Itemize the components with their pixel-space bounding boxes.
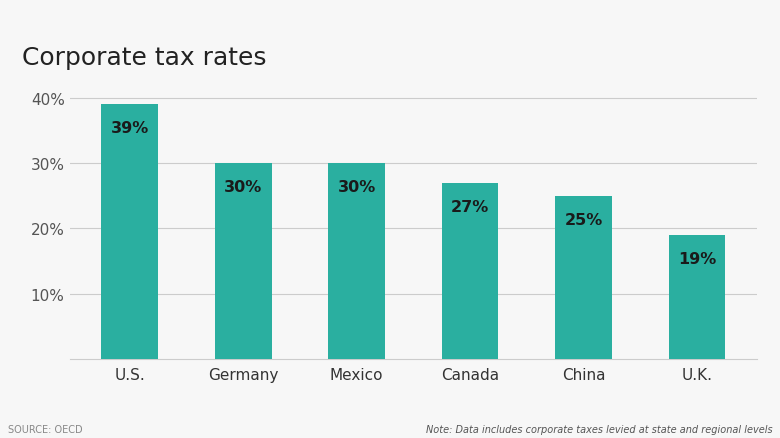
Text: 25%: 25% (565, 212, 603, 227)
Text: 30%: 30% (224, 180, 262, 195)
Bar (215, 163, 271, 359)
Text: 19%: 19% (678, 251, 716, 267)
Text: Corporate tax rates: Corporate tax rates (22, 46, 267, 70)
Bar (441, 183, 498, 359)
Text: Note: Data includes corporate taxes levied at state and regional levels: Note: Data includes corporate taxes levi… (426, 424, 772, 434)
Text: 27%: 27% (451, 199, 489, 215)
Text: 30%: 30% (338, 180, 376, 195)
Text: SOURCE: OECD: SOURCE: OECD (8, 424, 83, 434)
Bar (668, 235, 725, 359)
Bar (101, 105, 158, 359)
Bar (328, 163, 385, 359)
Bar (555, 196, 612, 359)
Text: 39%: 39% (111, 121, 149, 136)
